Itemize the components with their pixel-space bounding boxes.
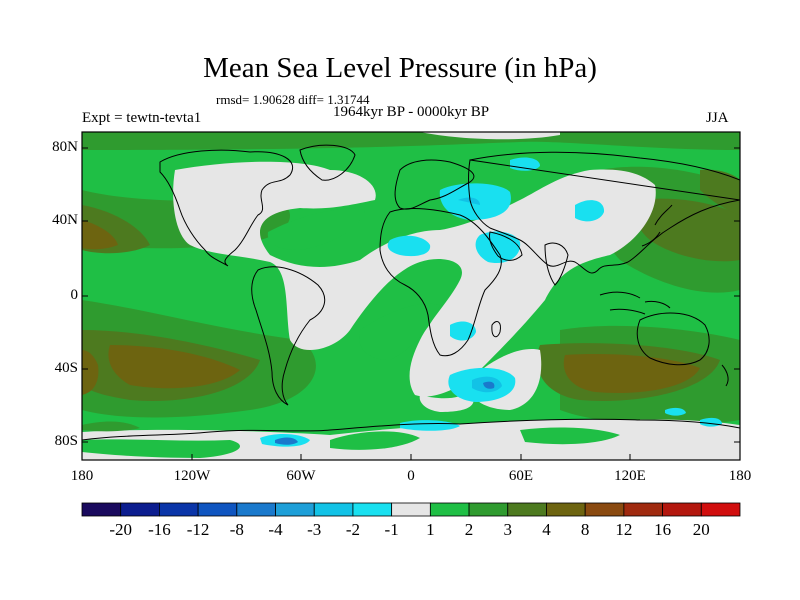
lat-label: 40N (52, 212, 78, 228)
colorbar-swatch (159, 502, 199, 517)
colorbar-swatch (429, 502, 470, 517)
colorbar-label: 12 (615, 520, 633, 539)
colorbar-swatch (507, 502, 547, 517)
lon-label: 180 (728, 468, 752, 484)
lon-label: 60E (508, 468, 534, 484)
colorbar-swatch (468, 502, 509, 517)
colorbar-swatch (275, 502, 315, 517)
colorbar-swatch (236, 502, 276, 517)
colorbar-label: 16 (654, 520, 672, 539)
lon-label: 180 (70, 468, 94, 484)
lon-label: 0 (407, 468, 415, 484)
lat-label: 80N (52, 139, 78, 155)
colorbar-label: -8 (229, 520, 244, 539)
colorbar-label: 4 (542, 520, 551, 539)
lat-label: 80S (54, 433, 78, 449)
colorbar-label: 1 (426, 520, 435, 539)
colorbar-label: 3 (503, 520, 513, 539)
lon-label: 120W (173, 468, 211, 484)
lon-label: 60W (286, 468, 316, 484)
experiment-label: Expt = tewtn-tevta1 (82, 110, 202, 126)
colorbar-label: -12 (186, 520, 210, 539)
lat-label: 40S (54, 360, 78, 376)
axis-ticks (81, 147, 741, 460)
chart-title: Mean Sea Level Pressure (in hPa) (203, 52, 597, 84)
colorbar-label: 20 (692, 520, 710, 539)
colorbar-label: -4 (268, 520, 283, 539)
colorbar-swatch (391, 502, 431, 517)
colorbar-swatch (352, 502, 393, 517)
colorbar-swatch (197, 502, 238, 517)
colorbar-swatch (623, 502, 663, 517)
colorbar-label: -3 (307, 520, 322, 539)
colorbar-swatch (81, 502, 122, 517)
colorbar-swatch (313, 502, 354, 517)
lat-label: 0 (70, 287, 79, 303)
lon-label: 120E (614, 468, 646, 484)
colorbar-label: 8 (580, 520, 590, 539)
colorbar-label: -20 (109, 520, 133, 539)
season-label: JJA (706, 110, 729, 126)
colorbar (81, 502, 741, 517)
colorbar-label: -1 (384, 520, 399, 539)
colorbar-swatch (546, 502, 586, 517)
stats-subtitle: rmsd= 1.90628 diff= 1.31744 (216, 92, 370, 107)
colorbar-swatch (700, 502, 741, 517)
period-label: 1964kyr BP - 0000kyr BP (332, 104, 490, 120)
colorbar-swatch (584, 502, 625, 517)
coastlines (82, 144, 740, 441)
colorbar-label: -2 (345, 520, 361, 539)
contour-fill (82, 132, 740, 460)
colorbar-swatch (662, 502, 702, 517)
colorbar-label: -16 (148, 520, 171, 539)
colorbar-swatch (120, 502, 160, 517)
colorbar-label: 2 (464, 520, 474, 539)
